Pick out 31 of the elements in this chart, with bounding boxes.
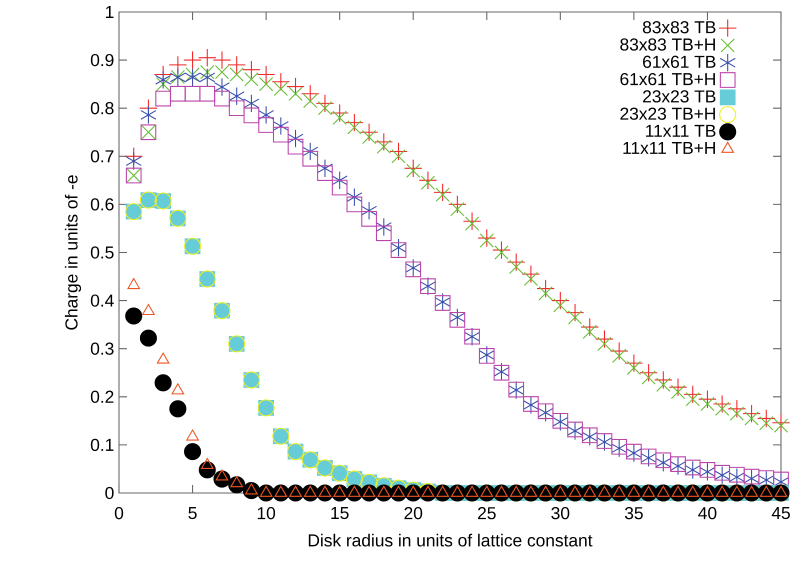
legend-label: 23x23 TB: [643, 90, 716, 103]
legend-label: 23x23 TB+H: [620, 108, 715, 120]
legend-label: 61x61 TB: [643, 56, 716, 68]
x-tick-label: 5: [188, 507, 197, 520]
legend-label: 11x11 TB: [646, 124, 716, 137]
x-tick-label: 30: [551, 507, 570, 520]
x-tick-label: 10: [258, 507, 276, 520]
x-tick-label: 40: [698, 507, 716, 520]
y-tick-label: 0.3: [90, 342, 114, 355]
y-tick-label: 0.1: [90, 438, 114, 452]
y-tick-label: 0.5: [90, 246, 114, 259]
y-tick-label: 0.6: [90, 198, 114, 211]
x-axis-title: Disk radius in units of lattice constant: [308, 534, 592, 547]
y-tick-label: 0.8: [90, 102, 114, 114]
x-tick-label: 25: [478, 507, 496, 520]
y-tick-label: 1: [106, 6, 114, 18]
x-tick-label: 15: [331, 507, 349, 520]
x-tick-label: 0: [114, 507, 124, 520]
y-tick-label: 0: [105, 486, 114, 500]
legend-label: 11x11 TB+H: [623, 142, 715, 154]
y-tick-label: 0.2: [90, 390, 114, 403]
x-tick-label: 45: [772, 507, 790, 520]
legend-label: 83x83 TB: [642, 21, 716, 34]
legend-label: 61x61 TB+H: [620, 72, 715, 86]
y-tick-label: 0.4: [90, 294, 114, 307]
x-tick-label: 20: [404, 507, 422, 520]
y-tick-label: 0.7: [90, 150, 114, 162]
y-axis-title: Charge in units of -e: [64, 175, 82, 330]
legend-label: 83x83 TB+H: [620, 38, 715, 51]
x-tick-label: 35: [624, 507, 643, 520]
y-tick-label: 0.9: [90, 54, 114, 66]
